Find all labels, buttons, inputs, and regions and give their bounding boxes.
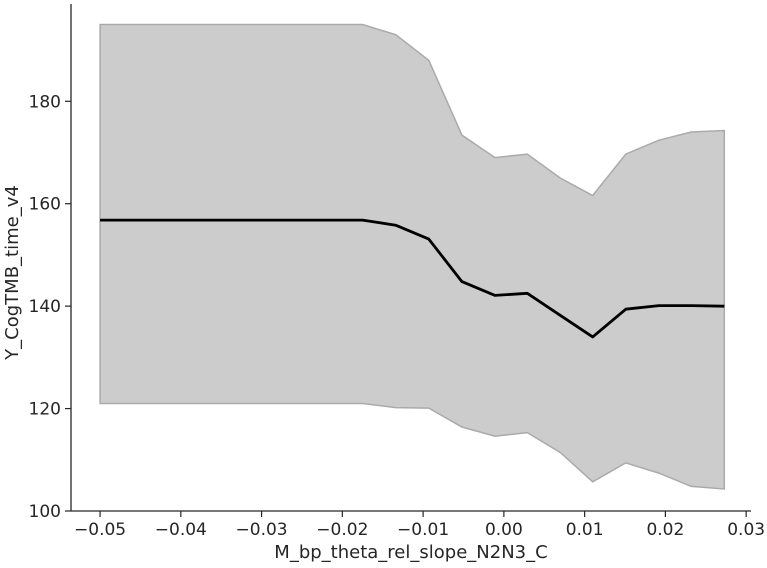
mean-line [100, 218, 725, 339]
y-tick-label: 100 [29, 502, 61, 522]
x-tick-label: 0.00 [485, 520, 523, 540]
y-tick-label: 120 [29, 400, 61, 420]
x-tick-label: −0.05 [74, 520, 126, 540]
x-tick-label: −0.03 [236, 520, 288, 540]
y-axis-ticks: 100 120 140 160 180 [29, 92, 71, 522]
y-tick-label: 140 [29, 297, 61, 317]
y-axis-title: Y_CogTMB_time_v4 [2, 185, 23, 361]
x-tick-label: 0.03 [727, 520, 765, 540]
y-tick-label: 180 [29, 92, 61, 112]
x-axis-ticks: −0.05 −0.04 −0.03 −0.02 −0.01 0.00 0.01 0.02 0.0… [74, 511, 765, 540]
confidence-band [99, 23, 726, 490]
x-tick-label: 0.01 [566, 520, 604, 540]
x-tick-label: −0.04 [155, 520, 207, 540]
x-tick-label: −0.02 [316, 520, 368, 540]
x-axis-title: M_bp_theta_rel_slope_N2N3_C [274, 542, 547, 563]
x-tick-label: 0.02 [646, 520, 684, 540]
x-tick-label: −0.01 [397, 520, 449, 540]
y-tick-label: 160 [29, 195, 61, 215]
